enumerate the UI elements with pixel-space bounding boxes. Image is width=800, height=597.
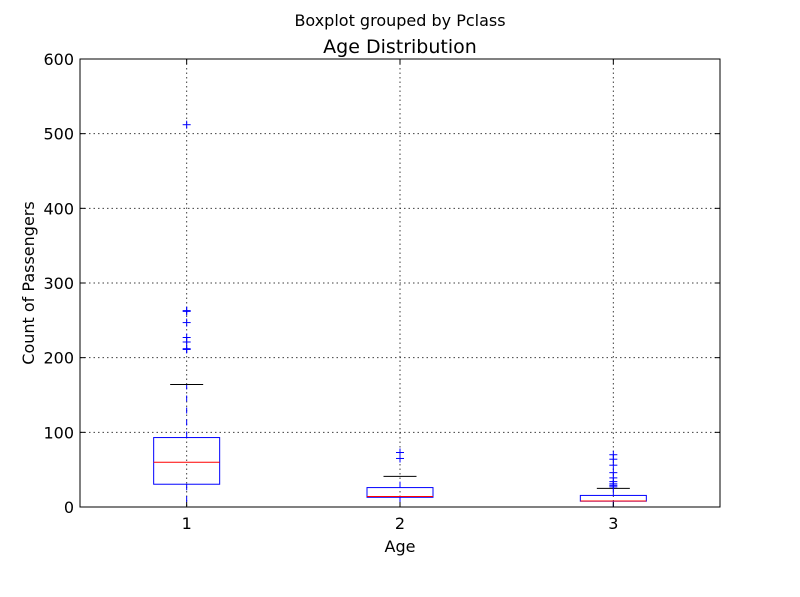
box-iqr [366,487,434,498]
box-group [153,120,221,508]
outlier-point [182,306,191,315]
outlier-point [182,318,191,327]
outlier-point [182,120,191,129]
x-axis-ticks: 1 2 3 [182,59,618,533]
outlier-point [609,468,618,477]
outlier-point [396,448,404,457]
outlier-point [182,333,191,342]
chart-suptitle: Boxplot grouped by Pclass [294,11,505,30]
x-tick-label: 3 [608,514,618,533]
y-tick-label: 200 [43,349,74,368]
y-axis-label: Count of Passengers [19,201,38,364]
chart-title: Age Distribution [323,36,477,58]
outlier-point [182,344,191,353]
box-group [579,450,647,508]
box-series [153,120,647,508]
y-tick-label: 100 [43,423,74,442]
y-tick-label: 300 [43,274,74,293]
y-tick-label: 0 [64,498,74,517]
y-axis-ticks: 0 100 200 300 400 500 600 [43,50,720,517]
box-group [366,448,434,508]
grid-lines [80,59,720,507]
y-tick-label: 600 [43,50,74,69]
x-axis-label: Age [385,537,416,556]
x-tick-label: 2 [395,514,405,533]
box-iqr [153,437,221,485]
y-tick-label: 500 [43,125,74,144]
outlier-point [609,450,618,459]
y-tick-label: 400 [43,199,74,218]
x-tick-label: 1 [182,514,192,533]
